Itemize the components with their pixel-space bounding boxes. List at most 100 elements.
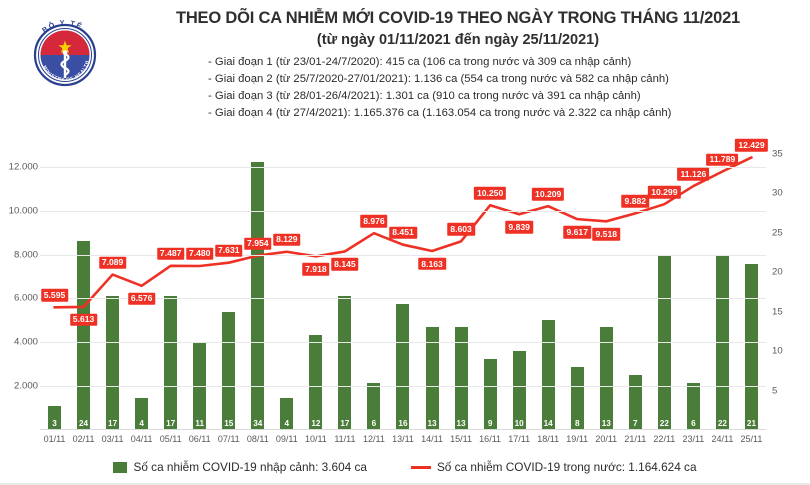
bar[interactable]: 17 [338, 295, 352, 430]
bar[interactable]: 7 [628, 374, 642, 430]
y-axis-left-tick: 4.000 [13, 336, 38, 348]
bar-slot: 24 [69, 134, 98, 430]
x-axis-tick-label: 23/11 [682, 434, 705, 444]
chart-title: THEO DÕI CA NHIỄM MỚI COVID-19 THEO NGÀY… [175, 9, 741, 27]
phase-line-3: - Giai đoạn 3 (từ 28/01-26/4/2021): 1.30… [208, 90, 641, 103]
bar-slot: 4 [272, 134, 301, 430]
bar-value-label: 17 [166, 418, 176, 428]
bar[interactable]: 17 [164, 295, 178, 430]
bar[interactable]: 9 [483, 358, 497, 430]
line-value-label: 5.613 [69, 313, 98, 327]
red-line-icon [410, 465, 431, 469]
y-axis-right-tick: 10 [772, 345, 783, 357]
bar-slot: 34 [243, 134, 272, 430]
y-axis-left-tick: 2.000 [13, 380, 38, 392]
legend-item-imported: Số ca nhiễm COVID-19 nhập cảnh: 3.604 ca [113, 460, 367, 474]
x-axis-tick-label: 14/11 [421, 434, 443, 444]
y-axis-right-tick: 25 [772, 227, 783, 239]
x-axis-tick-label: 03/11 [101, 434, 124, 444]
line-series-domestic-cases [53, 156, 753, 309]
bar[interactable]: 16 [396, 303, 410, 430]
line-value-label: 7.631 [214, 244, 243, 257]
y-axis-left-tick: 12.000 [8, 161, 38, 173]
bar-value-label: 34 [253, 418, 263, 428]
bar[interactable]: 17 [106, 295, 120, 430]
line-value-label: 10.250 [473, 187, 507, 200]
line-value-label: 9.518 [592, 228, 621, 241]
bar[interactable]: 34 [251, 161, 265, 430]
bar[interactable]: 10 [512, 351, 526, 430]
bar[interactable]: 3 [48, 406, 62, 430]
line-value-label: 7.918 [302, 263, 330, 276]
bar-value-label: 4 [139, 418, 144, 428]
y-axis-left-tick: 10.000 [8, 205, 38, 217]
bar-slot: 13 [418, 134, 447, 430]
bar-slot: 21 [737, 134, 766, 430]
x-axis-tick-label: 12/11 [363, 434, 385, 444]
gridline [40, 166, 766, 168]
bar[interactable]: 12 [309, 335, 323, 430]
line-value-label: 12.429 [735, 139, 768, 152]
gridline [40, 298, 766, 300]
bar-value-label: 21 [746, 418, 757, 428]
bar-slot: 7 [621, 134, 650, 430]
phase-line-2: - Giai đoạn 2 (từ 25/7/2020-27/01/2021):… [208, 72, 669, 85]
bar[interactable]: 24 [77, 240, 91, 430]
bar-slot: 4 [127, 134, 156, 430]
y-axis-right-tick: 5 [772, 385, 778, 397]
bar-slot: 14 [534, 134, 563, 430]
phase-summary-list: - Giai đoạn 1 (từ 23/01-24/7/2020): 415 … [120, 54, 796, 123]
line-value-label: 7.089 [98, 256, 127, 269]
x-axis-tick-label: 24/11 [711, 434, 734, 444]
emblem-icon: BỘ Y TẾ MINISTRY OF HEALTH [33, 18, 97, 87]
bar[interactable]: 8 [570, 366, 584, 430]
bar-value-label: 24 [78, 418, 89, 428]
x-axis-tick-label: 10/11 [304, 434, 327, 444]
bar[interactable]: 13 [425, 327, 439, 430]
bar-value-label: 10 [514, 418, 524, 428]
gridline [40, 254, 766, 256]
x-axis-tick-label: 13/11 [392, 434, 414, 444]
x-axis-baseline [40, 429, 766, 430]
x-axis-tick-label: 15/11 [450, 434, 473, 444]
bar-value-label: 8 [574, 418, 580, 428]
bar[interactable]: 21 [744, 264, 758, 430]
bar-slot: 6 [359, 134, 388, 430]
bar-slot: 17 [98, 134, 127, 430]
line-value-label: 8.451 [389, 226, 417, 239]
bar-value-label: 4 [284, 418, 290, 428]
bar[interactable]: 6 [367, 382, 381, 430]
bar[interactable]: 6 [686, 382, 700, 430]
x-axis-tick-label: 02/11 [72, 434, 95, 444]
line-value-label: 7.954 [244, 237, 272, 250]
x-axis-tick-label: 17/11 [508, 434, 531, 444]
bar-value-label: 15 [224, 418, 234, 428]
bar[interactable]: 14 [541, 319, 555, 430]
bar-slot: 15 [214, 134, 243, 430]
x-axis-tick-label: 22/11 [653, 434, 676, 444]
bar-value-label: 13 [601, 418, 611, 428]
bar[interactable]: 13 [599, 327, 613, 430]
bar-slot: 10 [505, 134, 534, 430]
bar[interactable]: 13 [454, 327, 468, 430]
bar-value-label: 16 [398, 418, 408, 428]
bar-slot: 13 [592, 134, 621, 430]
bar-value-label: 22 [717, 418, 727, 428]
bar[interactable]: 4 [280, 398, 294, 430]
ministry-of-health-logo: BỘ Y TẾ MINISTRY OF HEALTH [22, 10, 108, 96]
chart-subtitle: (từ ngày 01/11/2021 đến ngày 25/11/2021) [316, 31, 600, 48]
bar[interactable]: 4 [135, 398, 149, 430]
bar[interactable]: 15 [222, 311, 236, 430]
y-axis-right-tick: 20 [772, 266, 783, 278]
gridline [40, 210, 766, 212]
bar-value-label: 6 [691, 418, 696, 428]
line-value-label: 5.595 [40, 289, 69, 302]
x-axis-labels: 01/11 02/11 03/11 04/11 05/11 06/11 07/11 08/11… [40, 434, 766, 454]
bar-value-label: 17 [108, 418, 118, 428]
phase-line-1: - Giai đoạn 1 (từ 23/01-24/7/2020): 415 … [208, 55, 632, 68]
x-axis-tick-label: 06/11 [188, 434, 211, 444]
line-value-label: 8.163 [418, 257, 446, 271]
bar-slot: 6 [679, 134, 708, 430]
bar-value-label: 12 [311, 418, 321, 428]
